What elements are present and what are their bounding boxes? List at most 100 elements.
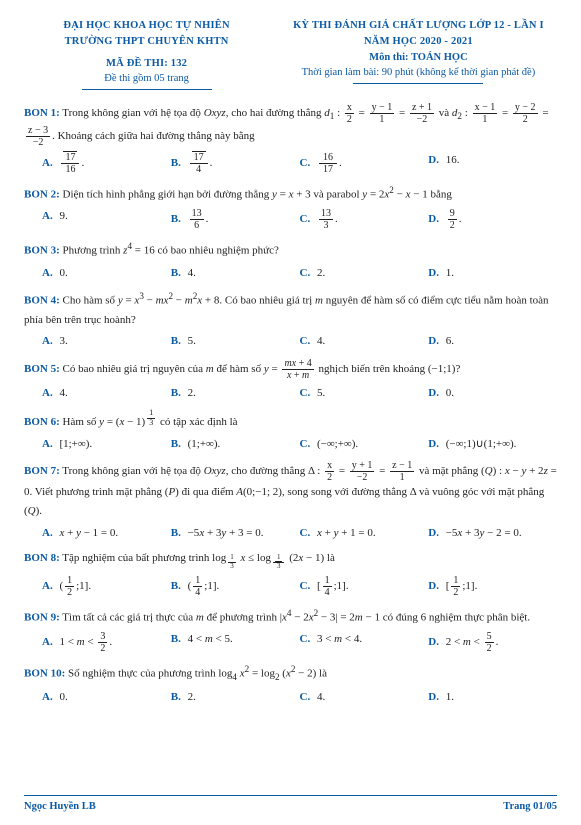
option-C: C. 133. <box>300 208 429 231</box>
options-row: A. 4.B. 2.C. 5.D. 0. <box>42 385 557 402</box>
option-A: A. [1;+∞). <box>42 436 171 453</box>
option-label: C. <box>300 157 311 169</box>
option-label: D. <box>428 213 439 225</box>
option-label: C. <box>300 387 311 399</box>
option-label: C. <box>300 527 311 539</box>
option-label: D. <box>428 387 439 399</box>
option-label: A. <box>42 335 53 347</box>
option-label: A. <box>42 210 53 222</box>
option-D: D. −5x + 3y − 2 = 0. <box>428 525 557 542</box>
school-year: NĂM HỌC 2020 - 2021 <box>280 34 557 50</box>
options-row: A. 0.B. 2.C. 4.D. 1. <box>42 689 557 706</box>
question-label: BON 10: <box>24 668 65 680</box>
option-A: A. x + y − 1 = 0. <box>42 525 171 542</box>
header: ĐẠI HỌC KHOA HỌC TỰ NHIÊN TRƯỜNG THPT CH… <box>24 18 557 94</box>
option-C: C. x + y + 1 = 0. <box>300 525 429 542</box>
option-C: C. 5. <box>300 385 429 402</box>
option-label: C. <box>300 633 311 645</box>
page-count: Đề thi gồm 05 trang <box>24 71 269 87</box>
options-row: A. 1716.B. 174.C. 1617.D. 16. <box>42 152 557 175</box>
question-8: BON 8: Tập nghiệm của bất phương trình l… <box>24 549 557 570</box>
school-name: TRƯỜNG THPT CHUYÊN KHTN <box>24 34 269 50</box>
option-label: B. <box>171 633 181 645</box>
header-underline-left <box>82 89 212 90</box>
question-label: BON 9: <box>24 611 60 623</box>
question-label: BON 6: <box>24 416 60 428</box>
options-row: A. 1 < m < 32.B. 4 < m < 5.C. 3 < m < 4.… <box>42 631 557 654</box>
option-label: D. <box>428 580 439 592</box>
option-label: B. <box>171 438 181 450</box>
question-5: BON 5: Có bao nhiêu giá trị nguyên của m… <box>24 358 557 381</box>
option-label: A. <box>42 267 53 279</box>
option-label: A. <box>42 157 53 169</box>
option-A: A. 1716. <box>42 152 171 175</box>
question-1: BON 1: Trong không gian với hệ tọa độ Ox… <box>24 102 557 148</box>
option-label: A. <box>42 691 53 703</box>
option-B: B. 2. <box>171 385 300 402</box>
option-B: B. 136. <box>171 208 300 231</box>
option-label: D. <box>428 691 439 703</box>
header-left: ĐẠI HỌC KHOA HỌC TỰ NHIÊN TRƯỜNG THPT CH… <box>24 18 269 94</box>
option-label: B. <box>171 691 181 703</box>
questions-container: BON 1: Trong không gian với hệ tọa độ Ox… <box>24 102 557 706</box>
question-label: BON 3: <box>24 245 60 257</box>
university-name: ĐẠI HỌC KHOA HỌC TỰ NHIÊN <box>24 18 269 34</box>
question-2: BON 2: Diện tích hình phẳng giới hạn bởi… <box>24 183 557 204</box>
option-C: C. 4. <box>300 333 429 350</box>
footer-author: Ngọc Huyền LB <box>24 799 96 815</box>
exam-code: MÃ ĐỀ THI: 132 <box>24 56 269 72</box>
option-label: B. <box>171 157 181 169</box>
exam-time: Thời gian làm bài: 90 phút (không kể thờ… <box>280 65 557 81</box>
question-3: BON 3: Phương trình z4 = 16 có bao nhiêu… <box>24 239 557 260</box>
option-label: C. <box>300 580 311 592</box>
option-C: C. 2. <box>300 265 429 282</box>
option-label: C. <box>300 438 311 450</box>
option-D: D. 1. <box>428 689 557 706</box>
subject: Môn thi: TOÁN HỌC <box>280 50 557 66</box>
option-C: C. (−∞;+∞). <box>300 436 429 453</box>
option-label: A. <box>42 636 53 648</box>
option-D: D. [12;1]. <box>428 575 557 598</box>
option-label: B. <box>171 580 181 592</box>
exam-title: KỲ THI ĐÁNH GIÁ CHẤT LƯỢNG LỚP 12 - LẦN … <box>280 18 557 34</box>
option-label: B. <box>171 213 181 225</box>
option-label: D. <box>428 335 439 347</box>
option-label: B. <box>171 387 181 399</box>
option-A: A. 4. <box>42 385 171 402</box>
question-label: BON 8: <box>24 552 60 564</box>
option-B: B. 4 < m < 5. <box>171 631 300 654</box>
question-4: BON 4: Cho hàm số y = x3 − mx2 − m2x + 8… <box>24 289 557 329</box>
option-label: B. <box>171 267 181 279</box>
question-label: BON 1: <box>24 107 60 119</box>
option-A: A. 3. <box>42 333 171 350</box>
question-label: BON 2: <box>24 189 60 201</box>
question-label: BON 7: <box>24 466 60 478</box>
option-label: D. <box>428 438 439 450</box>
option-D: D. 16. <box>428 152 557 175</box>
option-label: A. <box>42 387 53 399</box>
option-B: B. 4. <box>171 265 300 282</box>
option-label: D. <box>428 267 439 279</box>
option-B: B. 174. <box>171 152 300 175</box>
header-underline-right <box>353 83 483 84</box>
option-B: B. (1;+∞). <box>171 436 300 453</box>
option-label: D. <box>428 154 439 166</box>
option-C: C. 4. <box>300 689 429 706</box>
options-row: A. 0.B. 4.C. 2.D. 1. <box>42 265 557 282</box>
exam-page: ĐẠI HỌC KHOA HỌC TỰ NHIÊN TRƯỜNG THPT CH… <box>0 0 581 825</box>
option-A: A. 0. <box>42 689 171 706</box>
question-label: BON 4: <box>24 295 60 307</box>
options-row: A. x + y − 1 = 0.B. −5x + 3y + 3 = 0.C. … <box>42 525 557 542</box>
option-D: D. (−∞;1)∪(1;+∞). <box>428 436 557 453</box>
options-row: A. (12;1].B. (14;1].C. [14;1].D. [12;1]. <box>42 575 557 598</box>
option-C: C. 3 < m < 4. <box>300 631 429 654</box>
option-label: D. <box>428 636 439 648</box>
question-6: BON 6: Hàm số y = (x − 1)13 có tập xác đ… <box>24 409 557 432</box>
footer-page: Trang 01/05 <box>503 799 557 815</box>
option-A: A. 1 < m < 32. <box>42 631 171 654</box>
option-A: A. 0. <box>42 265 171 282</box>
option-D: D. 92. <box>428 208 557 231</box>
option-D: D. 2 < m < 52. <box>428 631 557 654</box>
option-label: C. <box>300 267 311 279</box>
options-row: A. 9.B. 136.C. 133.D. 92. <box>42 208 557 231</box>
